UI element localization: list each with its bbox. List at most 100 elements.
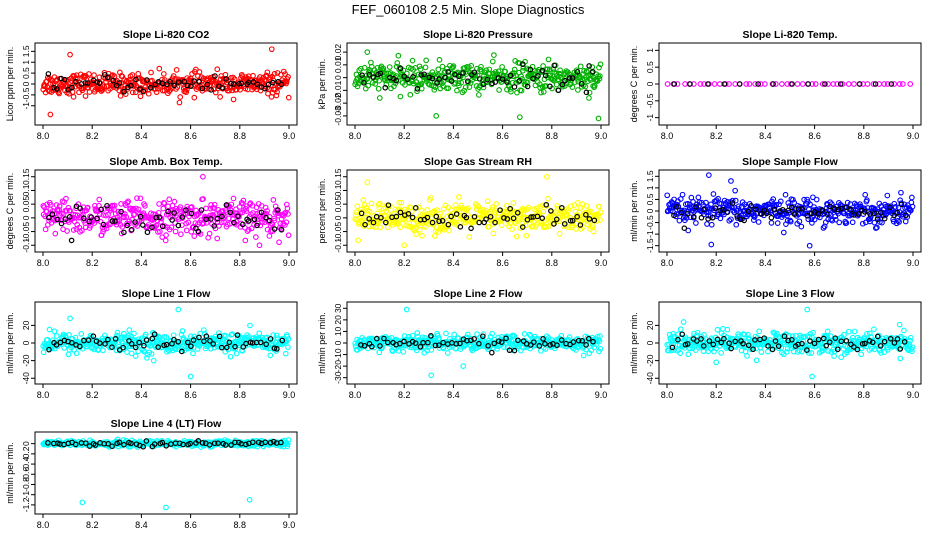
x-tick-label: 8.6: [496, 390, 509, 400]
y-tick-label: 0.5: [645, 193, 655, 205]
data-point: [724, 326, 731, 333]
y-tick-label: -40: [645, 372, 655, 385]
data-point: [685, 351, 692, 358]
data-point: [540, 89, 547, 95]
outlier-point: [544, 173, 550, 180]
data-point: [214, 235, 221, 242]
data-points: [664, 306, 916, 380]
y-tick-label: -0.02: [333, 93, 343, 113]
data-point: [212, 211, 219, 217]
data-point: [393, 219, 400, 226]
data-point: [753, 357, 760, 364]
data-point: [207, 212, 214, 219]
data-point: [240, 197, 247, 204]
reference-point: [401, 73, 408, 80]
y-tick-label: 0: [21, 215, 31, 220]
reference-point: [377, 70, 384, 77]
reference-point: [199, 85, 206, 92]
data-point: [891, 81, 898, 87]
data-point: [214, 219, 221, 226]
reference-point: [54, 216, 61, 223]
x-tick-label: 9.0: [907, 258, 920, 268]
data-point: [454, 87, 460, 94]
data-point: [137, 195, 144, 202]
data-point: [519, 67, 526, 74]
data-point: [456, 194, 462, 200]
data-point: [582, 76, 588, 83]
data-point: [353, 209, 360, 216]
data-point: [758, 349, 765, 355]
data-point: [419, 232, 425, 239]
reference-point: [534, 213, 541, 220]
data-point: [845, 81, 852, 87]
data-point: [575, 87, 581, 93]
data-point: [82, 224, 89, 231]
data-point: [485, 224, 492, 230]
reference-point: [133, 76, 139, 83]
reference-point: [417, 216, 424, 223]
reference-point: [460, 70, 466, 76]
data-point: [409, 57, 416, 64]
reference-point: [433, 213, 440, 220]
y-tick-label: -0.5: [645, 93, 655, 108]
data-point: [864, 81, 871, 87]
data-point: [664, 81, 671, 87]
data-point: [450, 63, 457, 69]
y-tick-label: -10: [333, 348, 343, 361]
reference-point: [208, 216, 214, 222]
data-point: [478, 63, 484, 70]
data-point: [402, 81, 408, 88]
data-point: [518, 87, 525, 94]
data-point: [236, 204, 243, 210]
data-point: [523, 232, 530, 239]
data-point: [227, 353, 234, 360]
data-point: [774, 220, 781, 226]
data-point: [726, 81, 732, 87]
chart-title: Slope Gas Stream RH: [424, 156, 532, 168]
data-point: [183, 227, 190, 234]
y-tick-label: -0.03: [333, 106, 343, 126]
data-point: [508, 88, 514, 95]
data-point: [391, 83, 397, 90]
data-point: [544, 66, 551, 73]
x-tick-label: 8.2: [710, 390, 723, 400]
data-point: [431, 86, 438, 93]
data-point: [145, 90, 152, 97]
reference-point: [547, 83, 553, 90]
outlier-point: [713, 359, 720, 366]
data-point: [825, 81, 831, 87]
data-point: [907, 334, 914, 341]
x-tick-label: 8.2: [86, 520, 99, 530]
reference-point: [687, 81, 693, 87]
data-point: [177, 94, 184, 100]
outlier-point: [150, 357, 157, 364]
x-tick-label: 8.6: [184, 131, 197, 141]
data-point: [561, 212, 568, 219]
data-point: [173, 67, 180, 73]
data-point: [361, 64, 368, 71]
reference-point: [270, 79, 276, 86]
x-tick-label: 8.6: [184, 258, 197, 268]
data-point: [239, 73, 246, 80]
reference-point: [382, 84, 388, 91]
reference-point: [507, 205, 513, 212]
y-tick-label: 1: [645, 48, 655, 53]
data-point: [257, 87, 264, 94]
data-point: [211, 201, 218, 208]
data-point: [499, 64, 505, 70]
reference-point: [524, 83, 531, 90]
outlier-point: [47, 111, 54, 118]
reference-point: [361, 80, 367, 86]
x-tick-label: 8.8: [546, 258, 559, 268]
y-axis-label: degrees C per min.: [5, 173, 15, 250]
data-point: [884, 81, 891, 87]
x-tick-label: 8.8: [858, 131, 871, 141]
outlier-point: [708, 241, 715, 248]
data-point: [429, 69, 436, 75]
data-point: [458, 79, 465, 86]
reference-point: [165, 208, 171, 215]
x-tick-label: 8.4: [447, 258, 460, 268]
data-point: [495, 68, 502, 75]
data-point: [901, 327, 907, 334]
